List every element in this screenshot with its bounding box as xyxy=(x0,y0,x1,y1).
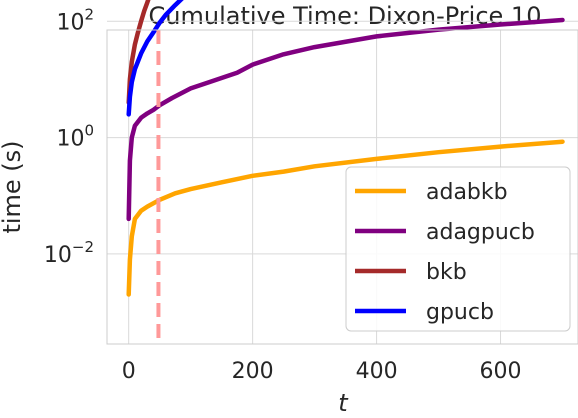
plot-area xyxy=(126,0,565,344)
legend-label-adabkb: adabkb xyxy=(426,180,508,205)
series-line-adabkb xyxy=(126,139,565,297)
x-tick-label: 400 xyxy=(356,359,398,384)
y-axis-label: time (s) xyxy=(0,140,26,233)
x-tick-label: 600 xyxy=(480,359,522,384)
legend-label-gpucb: gpucb xyxy=(426,300,494,325)
legend-label-bkb: bkb xyxy=(426,260,467,285)
y-tick-label: 100 xyxy=(56,122,94,152)
x-tick-label: 200 xyxy=(232,359,274,384)
legend: adabkb adagpucb bkb gpucb xyxy=(345,166,571,332)
ticks: 0 200 400 600 102 100 10−2 xyxy=(44,5,522,384)
x-axis-label: t xyxy=(338,389,349,417)
legend-box xyxy=(345,166,571,332)
y-tick-label: 10−2 xyxy=(44,238,94,268)
legend-label-adagpucb: adagpucb xyxy=(426,220,535,245)
x-tick-label: 0 xyxy=(122,359,136,384)
y-tick-label: 102 xyxy=(56,5,94,35)
plot-frame xyxy=(106,29,578,345)
series-line-bkb xyxy=(126,0,151,105)
series-line-adagpucb xyxy=(126,17,565,222)
series-line-gpucb xyxy=(126,0,184,117)
